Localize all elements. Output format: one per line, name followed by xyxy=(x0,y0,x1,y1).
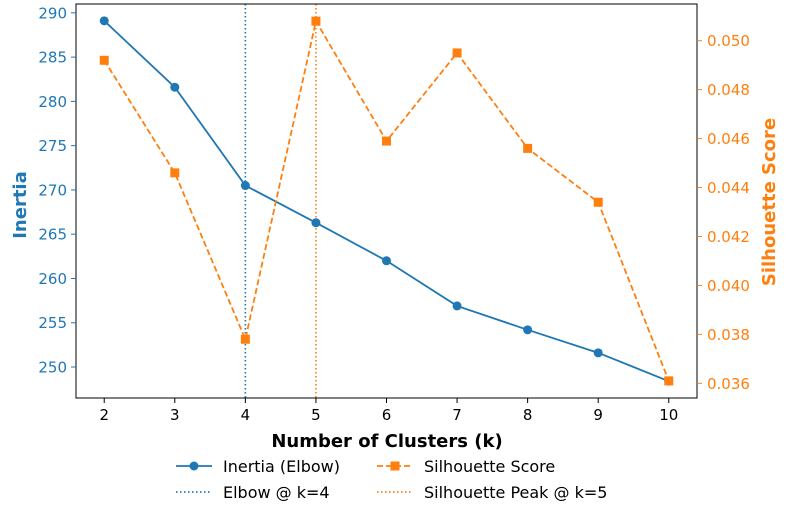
left-y-tick-label: 255 xyxy=(38,314,67,332)
legend-label-inertia: Inertia (Elbow) xyxy=(223,457,340,476)
inertia-point xyxy=(170,82,180,92)
silhouette-point xyxy=(240,334,250,344)
right-y-tick-label: 0.048 xyxy=(707,81,750,99)
right-y-tick-label: 0.040 xyxy=(707,277,750,295)
inertia-point xyxy=(382,256,391,266)
inertia-point xyxy=(311,218,321,228)
legend-label-elbow: Elbow @ k=4 xyxy=(223,483,330,502)
right-y-axis-title: Silhouette Score xyxy=(759,118,780,286)
legend-entry-elbow: Elbow @ k=4 xyxy=(176,483,330,502)
plot-frame xyxy=(75,3,698,399)
legend-swatch-silhouette-marker xyxy=(390,461,400,471)
inertia-series-line xyxy=(103,20,670,383)
x-tick-label: 5 xyxy=(311,406,321,424)
legend-entry-inertia: Inertia (Elbow) xyxy=(176,457,340,476)
x-tick-label: 3 xyxy=(170,406,180,424)
legend-swatch-inertia-marker xyxy=(189,461,199,471)
left-y-tick-label: 285 xyxy=(38,49,67,67)
legend-label-silhouette-peak: Silhouette Peak @ k=5 xyxy=(424,483,607,502)
legend-label-silhouette: Silhouette Score xyxy=(424,457,555,476)
left-y-axis: 250 255 260 265 270 275 280 285 290 xyxy=(38,4,76,377)
right-y-tick-label: 0.050 xyxy=(707,32,750,50)
silhouette-point xyxy=(523,143,533,153)
right-y-tick-label: 0.044 xyxy=(707,179,750,197)
x-tick-label: 8 xyxy=(523,406,533,424)
legend-entry-silhouette-peak: Silhouette Peak @ k=5 xyxy=(377,483,607,502)
right-y-tick-label: 0.036 xyxy=(707,375,750,393)
x-tick-label: 2 xyxy=(99,406,109,424)
left-y-tick-label: 250 xyxy=(38,359,67,377)
inertia-point xyxy=(240,181,250,191)
right-y-tick-label: 0.046 xyxy=(707,130,750,148)
silhouette-point xyxy=(311,16,321,26)
x-tick-label: 4 xyxy=(241,406,251,424)
x-axis: 2 3 4 5 6 7 8 9 10 xyxy=(99,398,678,424)
silhouette-series-line xyxy=(103,18,670,382)
silhouette-point xyxy=(452,48,462,58)
inertia-point xyxy=(452,301,462,311)
right-y-tick-label: 0.042 xyxy=(707,228,750,246)
x-tick-label: 10 xyxy=(659,406,678,424)
left-y-tick-label: 260 xyxy=(38,270,67,288)
left-y-tick-label: 265 xyxy=(38,226,67,244)
right-y-axis: 0.036 0.038 0.040 0.042 0.044 0.046 0.048 0.050 xyxy=(697,32,750,393)
silhouette-point xyxy=(593,197,603,207)
x-tick-label: 6 xyxy=(382,406,392,424)
x-tick-label: 7 xyxy=(452,406,462,424)
x-axis-title: Number of Clusters (k) xyxy=(271,431,502,452)
legend: Inertia (Elbow) Silhouette Score Elbow @… xyxy=(176,457,607,502)
left-y-tick-label: 270 xyxy=(38,181,67,199)
silhouette-point xyxy=(170,168,180,178)
inertia-point xyxy=(523,325,533,335)
left-y-tick-label: 280 xyxy=(38,93,67,111)
x-tick-label: 9 xyxy=(593,406,603,424)
left-y-axis-title: Inertia xyxy=(10,171,31,239)
plot-area xyxy=(75,3,698,399)
right-y-tick-label: 0.038 xyxy=(707,326,750,344)
legend-entry-silhouette: Silhouette Score xyxy=(377,457,555,476)
silhouette-point xyxy=(99,55,109,65)
inertia-point xyxy=(99,16,109,26)
silhouette-point xyxy=(664,376,674,386)
left-y-tick-label: 275 xyxy=(38,137,67,155)
silhouette-point xyxy=(382,136,391,146)
left-y-tick-label: 290 xyxy=(38,4,67,22)
inertia-point xyxy=(593,348,603,358)
